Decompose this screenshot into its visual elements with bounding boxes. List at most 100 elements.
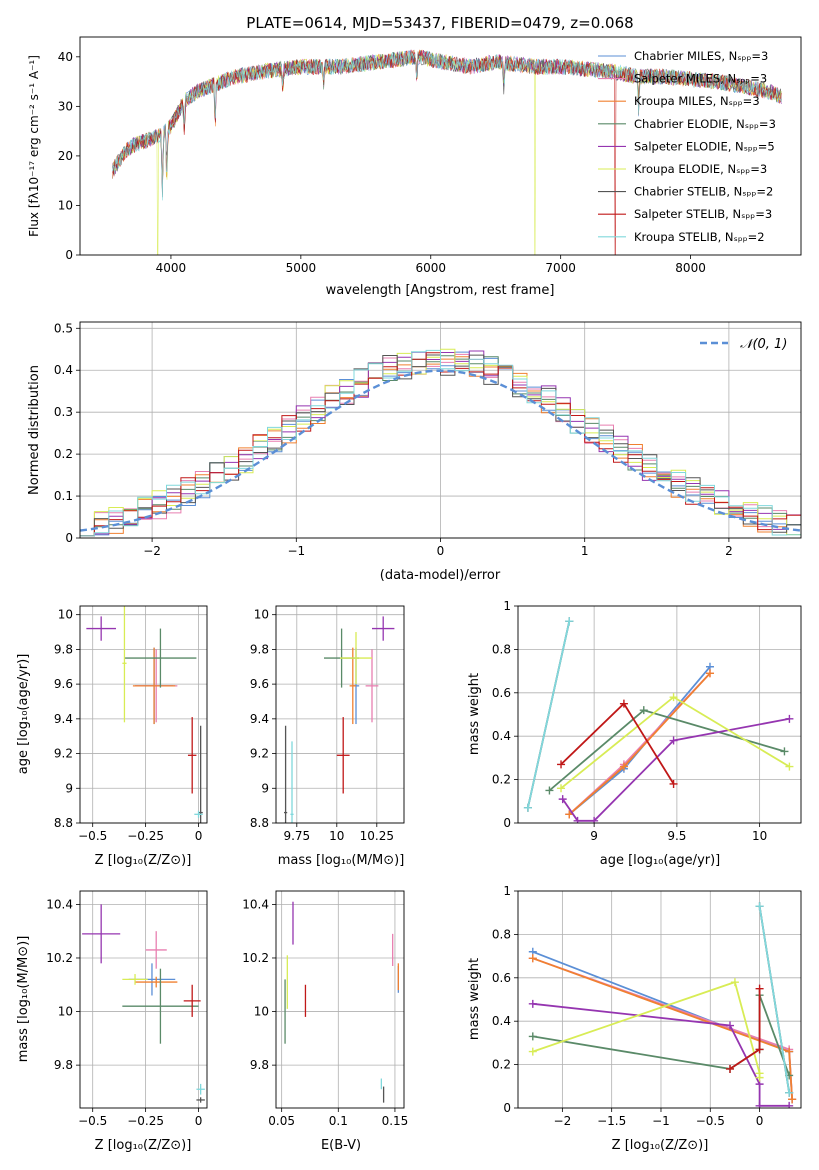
y-tick-label: 9.8 xyxy=(54,1058,73,1072)
y-tick-label: 8.8 xyxy=(54,816,73,830)
x-tick-label: 10.25 xyxy=(360,829,394,843)
x-tick-label: 10 xyxy=(752,829,767,843)
y-tick-label: 9.2 xyxy=(54,747,73,761)
y-tick-label: 10.2 xyxy=(46,951,73,965)
y-tick-label: 40 xyxy=(58,50,73,64)
histogram-ylabel: Normed distribution xyxy=(27,365,42,495)
massweight-vs-age-ylabel: mass weight xyxy=(467,673,482,755)
x-tick-label: −0.25 xyxy=(127,829,164,843)
error-bar-point xyxy=(196,1097,204,1102)
y-tick-label: 0 xyxy=(65,531,73,545)
x-tick-label: −2 xyxy=(554,1114,572,1128)
y-tick-label: 0.4 xyxy=(492,729,511,743)
y-tick-label: 30 xyxy=(58,99,73,113)
age-vs-mass-xlabel: mass [log₁₀(M/M⊙)] xyxy=(278,853,405,868)
massweight-vs-age-panel: age [log₁₀(age/yr)] mass weight 9 9.5 10 0 0… xyxy=(467,599,801,868)
error-bar-point xyxy=(122,974,147,985)
spectrum-legend: Chabrier MILES, Nₛₚₚ=3 Salpeter MILES, Nₛ… xyxy=(598,49,776,244)
y-tick-label: 0.2 xyxy=(492,773,511,787)
y-tick-label: 0.2 xyxy=(492,1058,511,1072)
legend-label: Salpeter STELIB, Nₛₚₚ=3 xyxy=(634,207,772,221)
error-bar-point xyxy=(133,648,175,724)
histogram-panel: (data-model)/error Normed distribution −… xyxy=(27,321,801,583)
error-bar-point xyxy=(284,726,287,900)
mass-weight-marker xyxy=(529,1032,537,1040)
legend-label: Kroupa MILES, Nₛₚₚ=3 xyxy=(634,94,760,108)
x-tick-label: 10 xyxy=(329,829,344,843)
x-tick-label: 0 xyxy=(195,829,203,843)
mass-weight-marker xyxy=(785,763,793,771)
y-tick-label: 9.6 xyxy=(250,677,269,691)
y-tick-label: 1 xyxy=(503,599,511,613)
y-tick-label: 10.4 xyxy=(46,897,73,911)
x-tick-label: 0 xyxy=(756,1114,764,1128)
plot-area xyxy=(82,904,205,1102)
y-tick-label: 9 xyxy=(65,781,73,795)
mass-weight-marker xyxy=(524,804,532,812)
mass-weight-line xyxy=(533,958,792,1099)
plot-area xyxy=(524,617,793,825)
error-bar-point xyxy=(372,616,394,640)
y-tick-label: 1 xyxy=(503,884,511,898)
mass-weight-marker xyxy=(785,715,793,723)
legend-label: Chabrier ELODIE, Nₛₚₚ=3 xyxy=(634,117,776,131)
y-tick-label: 10 xyxy=(254,608,269,622)
error-bar-point xyxy=(86,616,116,640)
y-tick-label: 9.6 xyxy=(54,677,73,691)
mass-vs-z-xlabel: Z [log₁₀(Z/Z⊙)] xyxy=(95,1138,192,1153)
y-tick-label: 20 xyxy=(58,149,73,163)
x-tick-label: 1 xyxy=(581,544,589,558)
legend-label: Chabrier STELIB, Nₛₚₚ=2 xyxy=(634,185,773,199)
y-tick-label: 9.2 xyxy=(250,747,269,761)
mass-weight-line xyxy=(563,719,790,821)
x-tick-label: 9.75 xyxy=(283,829,310,843)
x-tick-label: −1.5 xyxy=(597,1114,626,1128)
mass-weight-marker xyxy=(780,747,788,755)
mass-vs-ebv-xlabel: E(B-V) xyxy=(321,1138,361,1153)
x-tick-label: −0.5 xyxy=(696,1114,725,1128)
x-tick-label: 9 xyxy=(590,829,598,843)
mass-vs-ebv-panel: E(B-V) 0.05 0.1 0.15 9.8 10 10.2 10.4 xyxy=(242,891,408,1153)
x-tick-label: 9.5 xyxy=(667,829,686,843)
error-bar-point xyxy=(135,977,177,988)
x-tick-label: −0.25 xyxy=(127,1114,164,1128)
legend-label: Chabrier MILES, Nₛₚₚ=3 xyxy=(634,49,768,63)
axes-frame xyxy=(276,606,404,823)
legend-label: Salpeter MILES, Nₛₚₚ=3 xyxy=(634,72,767,86)
y-tick-label: 0.2 xyxy=(54,447,73,461)
plot-area xyxy=(285,902,398,1103)
figure: PLATE=0614, MJD=53437, FIBERID=0479, z=0… xyxy=(0,0,819,1170)
x-tick-label: 8000 xyxy=(675,261,706,275)
x-tick-label: 0.1 xyxy=(329,1114,348,1128)
spectrum-ylabel: Flux [fλ10⁻¹⁷ erg cm⁻² s⁻¹ A⁻¹] xyxy=(27,55,41,237)
massweight-vs-age-xlabel: age [log₁₀(age/yr)] xyxy=(600,853,721,868)
y-tick-label: 8.8 xyxy=(250,816,269,830)
error-bar-point xyxy=(337,717,350,793)
mass-weight-marker xyxy=(529,954,537,962)
mass-weight-marker xyxy=(529,1048,537,1056)
y-tick-label: 0 xyxy=(503,1101,511,1115)
error-bar-point xyxy=(350,648,356,724)
axes-frame xyxy=(80,606,207,823)
mass-vs-z-ylabel: mass [log₁₀(M/M⊙)] xyxy=(16,936,31,1063)
y-tick-label: 0.4 xyxy=(54,363,73,377)
legend-label: Kroupa ELODIE, Nₛₚₚ=3 xyxy=(634,162,767,176)
x-tick-label: 0.05 xyxy=(268,1114,295,1128)
mass-weight-line xyxy=(533,952,792,1100)
y-tick-label: 0.6 xyxy=(492,686,511,700)
x-tick-label: −0.5 xyxy=(78,829,107,843)
y-tick-label: 10 xyxy=(58,198,73,212)
y-tick-label: 9 xyxy=(261,781,269,795)
x-tick-label: 2 xyxy=(725,544,733,558)
age-vs-mass-panel: mass [log₁₀(M/M⊙)] 9.75 10 10.258.899.29.4… xyxy=(250,606,404,899)
legend-label: Kroupa STELIB, Nₛₚₚ=2 xyxy=(634,230,765,244)
y-tick-label: 9.8 xyxy=(54,642,73,656)
error-bar-point xyxy=(194,811,202,818)
y-tick-label: 10.4 xyxy=(242,897,269,911)
y-tick-label: 0 xyxy=(503,816,511,830)
y-tick-label: 10 xyxy=(58,1005,73,1019)
y-tick-label: 9.8 xyxy=(250,1058,269,1072)
plot-area xyxy=(529,902,796,1110)
error-bar-point xyxy=(340,632,372,684)
y-tick-label: 0.6 xyxy=(492,971,511,985)
